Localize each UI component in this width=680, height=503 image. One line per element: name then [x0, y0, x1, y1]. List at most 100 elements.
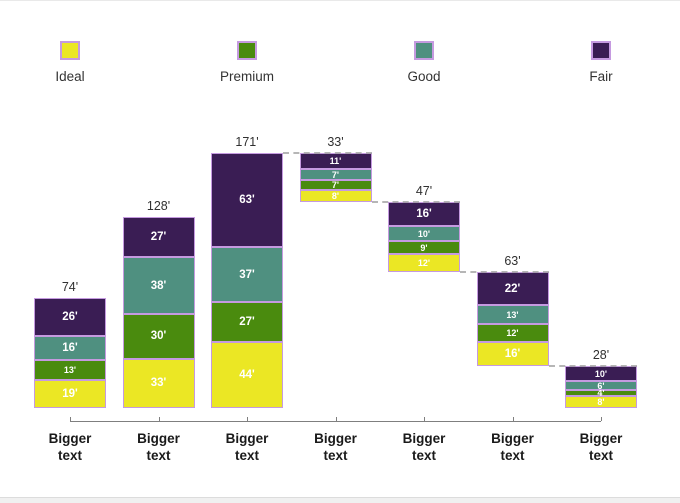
- legend-label: Fair: [589, 69, 613, 84]
- axis-tick: [424, 417, 425, 421]
- waterfall-connector: [371, 201, 460, 204]
- segment-value-label: 16': [504, 348, 521, 361]
- category-label: Bigger text: [109, 430, 209, 464]
- segment-value-label: 19': [62, 387, 78, 400]
- category-label-line: Bigger: [579, 431, 623, 446]
- axis-tick: [247, 417, 248, 421]
- bar-total-label: 47': [415, 184, 433, 199]
- bar-segment-ideal: 33': [122, 358, 195, 408]
- bar-segment-ideal: 8': [299, 190, 372, 203]
- category-label: Bigger text: [20, 430, 120, 464]
- bar-segment-good: 37': [211, 246, 283, 303]
- bar-segment-premium: 12': [476, 324, 549, 343]
- category-label: Bigger text: [463, 430, 563, 464]
- category-label-line: text: [323, 448, 348, 463]
- segment-value-label: 9': [420, 242, 428, 253]
- category-label-line: text: [234, 448, 259, 463]
- bar-total-label: 171': [235, 135, 259, 149]
- category-label-line: Bigger: [314, 431, 357, 446]
- category-label-line: Bigger: [491, 431, 534, 446]
- category-label: Bigger text: [374, 430, 474, 464]
- bar-segment-premium: 27': [211, 302, 283, 343]
- bar-segment-ideal: 19': [34, 379, 106, 408]
- axis-tick: [512, 417, 514, 421]
- category-label-line: Bigger: [48, 431, 92, 446]
- category-label-line: Bigger: [225, 431, 269, 446]
- legend-swatch-fair: [591, 41, 611, 60]
- segment-value-label: 6': [597, 380, 605, 391]
- legend-item-premium[interactable]: Premium: [187, 41, 307, 84]
- bar-segment-fair: 11': [299, 153, 372, 170]
- category-label-line: Bigger: [137, 431, 180, 446]
- segment-value-label: 27': [239, 316, 255, 329]
- bar-segment-premium: 4': [565, 388, 637, 398]
- segment-value-label: 16': [416, 208, 432, 221]
- bar-total-label: 74': [61, 279, 79, 294]
- category-label: Bigger text: [551, 430, 651, 464]
- axis-tick: [70, 417, 71, 421]
- bar-segment-premium: 13': [34, 360, 106, 380]
- category-label-line: text: [146, 448, 171, 463]
- bar-segment-fair: 63': [211, 153, 283, 247]
- segment-value-label: 10': [594, 368, 608, 379]
- segment-value-label: 27': [150, 231, 167, 244]
- bar-segment-good: 10': [388, 226, 460, 241]
- category-label-line: text: [411, 448, 436, 463]
- segment-value-label: 38': [150, 279, 167, 292]
- bar-segment-premium: 30': [122, 314, 195, 359]
- axis-tick: [601, 417, 602, 421]
- bar-total-label: 33': [327, 135, 344, 149]
- segment-value-label: 8': [597, 397, 605, 408]
- waterfall-connector: [283, 152, 372, 154]
- page-bottom-divider: [0, 497, 680, 503]
- bar-segment-fair: 26': [34, 297, 106, 337]
- legend-label: Ideal: [55, 69, 85, 84]
- bar-segment-premium: 7': [299, 179, 372, 191]
- bar-segment-fair: 22': [476, 272, 549, 306]
- bar-segment-good: 13': [476, 305, 549, 325]
- category-label: Bigger text: [197, 430, 297, 464]
- bar-segment-ideal: 44': [211, 342, 283, 408]
- segment-value-label: 10': [417, 228, 431, 239]
- segment-value-label: 8': [331, 191, 340, 202]
- bar-segment-fair: 27': [122, 217, 195, 258]
- segment-value-label: 12': [417, 258, 431, 269]
- bar-total-label: 128': [146, 199, 171, 214]
- segment-value-label: 33': [150, 377, 167, 390]
- legend-label: Premium: [219, 69, 274, 84]
- legend-item-good[interactable]: Good: [364, 41, 484, 84]
- bar-segment-good: 16': [34, 336, 106, 361]
- segment-value-label: 7': [331, 180, 340, 191]
- segment-value-label: 26': [62, 311, 78, 324]
- legend-swatch-ideal: [60, 41, 80, 60]
- segment-value-label: 7': [331, 169, 340, 180]
- bar-segment-fair: 10': [565, 366, 637, 382]
- bar-segment-good: 38': [122, 257, 195, 315]
- bar-segment-ideal: 8': [565, 396, 637, 408]
- segment-value-label: 16': [62, 342, 78, 355]
- bar-segment-ideal: 12': [388, 254, 460, 273]
- segment-value-label: 22': [504, 282, 521, 295]
- bar-segment-fair: 16': [388, 202, 460, 227]
- waterfall-connector: [460, 271, 549, 274]
- segment-value-label: 13': [63, 364, 77, 375]
- axis-tick: [335, 417, 337, 421]
- x-axis-line: [70, 421, 601, 422]
- axis-tick: [158, 417, 160, 421]
- bar-total-label: 63': [504, 254, 521, 269]
- bar-segment-premium: 9': [388, 240, 460, 255]
- segment-value-label: 44': [239, 369, 255, 382]
- segment-value-label: 37': [239, 268, 255, 281]
- segment-value-label: 30': [150, 330, 167, 343]
- category-label-line: Bigger: [402, 431, 446, 446]
- legend-item-fair[interactable]: Fair: [541, 41, 661, 84]
- category-label-line: text: [588, 448, 613, 463]
- chart-legend: Ideal Premium Good Fair: [0, 1, 680, 91]
- category-label-line: text: [57, 448, 82, 463]
- segment-value-label: 11': [329, 156, 342, 167]
- segment-value-label: 12': [506, 328, 519, 339]
- legend-item-ideal[interactable]: Ideal: [10, 41, 130, 84]
- category-label-line: text: [500, 448, 525, 463]
